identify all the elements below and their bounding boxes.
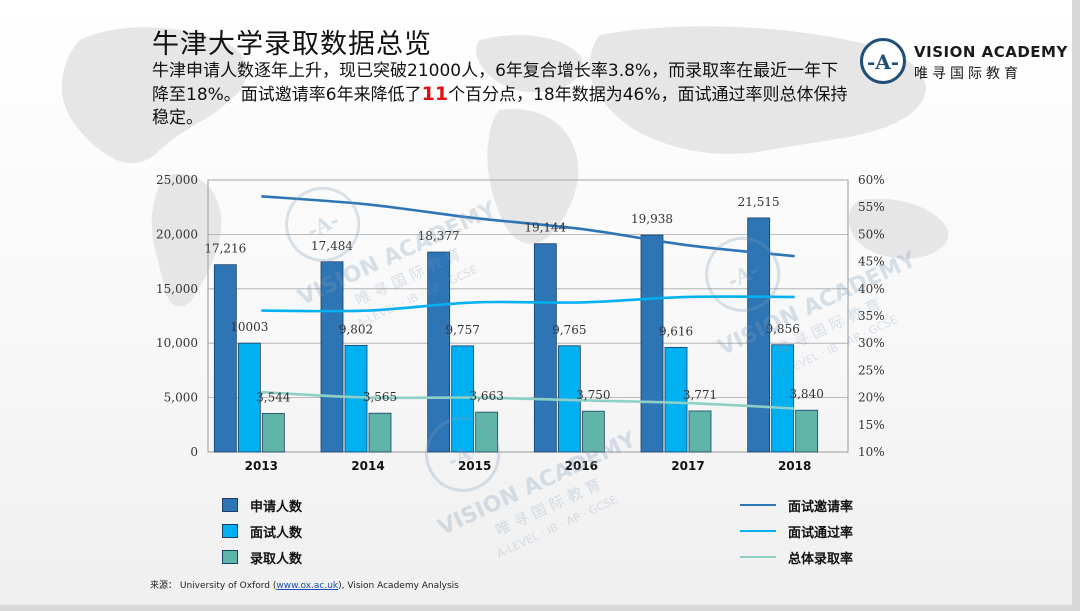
y-left-tick-2: 10,000 (156, 336, 198, 350)
data-label-offers-2016: 3,750 (576, 388, 610, 402)
data-label-offers-2015: 3,663 (469, 389, 503, 403)
data-label-applicants-2013: 17,216 (204, 242, 246, 256)
y-left-tick-4: 20,000 (156, 227, 198, 241)
legend-line-offer-rate (740, 556, 776, 558)
y-right-tick-9: 55% (858, 200, 885, 214)
y-right-tick-4: 30% (858, 336, 885, 350)
data-label-applicants-2017: 19,938 (631, 212, 673, 226)
x-tick-2017: 2017 (671, 459, 704, 473)
x-tick-2013: 2013 (245, 459, 278, 473)
data-label-offers-2017: 3,771 (683, 388, 717, 402)
legend-swatch-offers (222, 550, 238, 564)
data-label-applicants-2015: 18,377 (418, 229, 460, 243)
y-left-tick-5: 25,000 (156, 173, 198, 187)
data-label-applicants-2016: 19,144 (524, 221, 566, 235)
y-right-tick-5: 35% (858, 309, 885, 323)
y-right-tick-7: 45% (858, 255, 885, 269)
legend-label-interviews: 面试人数 (250, 526, 303, 541)
data-label-interviews-2016: 9,765 (552, 323, 586, 337)
bar-applicants-2013 (213, 264, 237, 453)
logo-name-cn: 唯寻国际教育 (914, 66, 1022, 82)
legend-label-offer-rate: 总体录取率 (788, 552, 854, 567)
y-left-tick-3: 15,000 (156, 282, 198, 296)
bar-offers-2016 (581, 410, 605, 453)
data-label-offers-2013: 3,544 (256, 390, 291, 404)
data-label-interviews-2013: 10003 (230, 320, 268, 334)
logo-mark-icon: -A- (860, 38, 906, 84)
source-link[interactable]: www.ox.ac.uk (276, 581, 339, 591)
data-label-interviews-2018: 9,856 (765, 322, 799, 336)
summary-part2: 个百分点，18年数据为46%，面试通过率则总体保持稳定。 (152, 85, 848, 128)
y-right-tick-8: 50% (858, 227, 885, 241)
bar-applicants-2018 (747, 217, 771, 453)
data-label-interviews-2017: 9,616 (659, 324, 693, 338)
legend-line-pass-rate (740, 530, 776, 532)
legend-label-pass-rate: 面试通过率 (788, 526, 854, 541)
bar-offers-2015 (475, 411, 499, 453)
line-invite-rate (261, 195, 795, 258)
bar-offers-2013 (261, 413, 285, 453)
x-tick-2014: 2014 (351, 459, 384, 473)
brand-logo: -A- VISION ACADEMY 唯寻国际教育 (860, 38, 1067, 88)
data-label-applicants-2014: 17,484 (311, 239, 353, 253)
line-offer-rate (261, 390, 795, 410)
bar-offers-2018 (795, 409, 819, 453)
data-label-offers-2018: 3,840 (789, 387, 823, 401)
data-label-applicants-2018: 21,515 (738, 195, 780, 209)
summary-text: 牛津申请人数逐年上升，现已突破21000人，6年复合增长率3.8%，而录取率在最… (152, 60, 852, 130)
slide-edge-right (1072, 0, 1080, 611)
data-label-interviews-2015: 9,757 (445, 323, 479, 337)
bar-interviews-2015 (451, 345, 475, 453)
data-label-offers-2014: 3,565 (363, 390, 397, 404)
source-note: 来源： University of Oxford (www.ox.ac.uk),… (150, 581, 459, 591)
bar-interviews-2018 (771, 344, 795, 453)
bar-applicants-2017 (640, 234, 664, 453)
bar-interviews-2013 (237, 342, 261, 453)
y-left-tick-1: 5,000 (164, 391, 198, 405)
legend-label-applicants: 申请人数 (250, 500, 303, 515)
x-tick-2015: 2015 (458, 459, 491, 473)
bar-applicants-2016 (533, 243, 557, 453)
y-right-tick-3: 25% (858, 363, 885, 377)
y-right-tick-6: 40% (858, 282, 885, 296)
x-tick-2016: 2016 (565, 459, 598, 473)
logo-name-en: VISION ACADEMY (914, 43, 1068, 61)
page-title: 牛津大学录取数据总览 (152, 29, 432, 60)
y-right-tick-0: 10% (858, 445, 885, 459)
data-label-interviews-2014: 9,802 (339, 322, 373, 336)
bar-applicants-2015 (427, 251, 451, 453)
summary-highlight: 11 (421, 83, 449, 105)
bar-offers-2014 (368, 412, 392, 453)
legend-swatch-applicants (222, 498, 238, 512)
bar-interviews-2017 (664, 346, 688, 453)
x-tick-2018: 2018 (778, 459, 811, 473)
y-right-tick-2: 20% (858, 391, 885, 405)
legend-swatch-interviews (222, 524, 238, 538)
legend-line-invite-rate (740, 504, 776, 506)
bar-offers-2017 (688, 410, 712, 453)
bar-applicants-2014 (320, 261, 344, 453)
y-right-tick-10: 60% (858, 173, 885, 187)
legend-label-offers: 录取人数 (250, 552, 303, 567)
y-left-tick-0: 0 (190, 445, 198, 459)
line-pass-rate (261, 295, 795, 313)
slide-edge-bottom (0, 605, 1080, 611)
summary-part1: 牛津申请人数逐年上升，现已突破21000人，6年复合增长率3.8%，而录取率在最… (152, 61, 839, 105)
y-right-tick-1: 15% (858, 418, 885, 432)
legend-label-invite-rate: 面试邀请率 (788, 500, 854, 515)
